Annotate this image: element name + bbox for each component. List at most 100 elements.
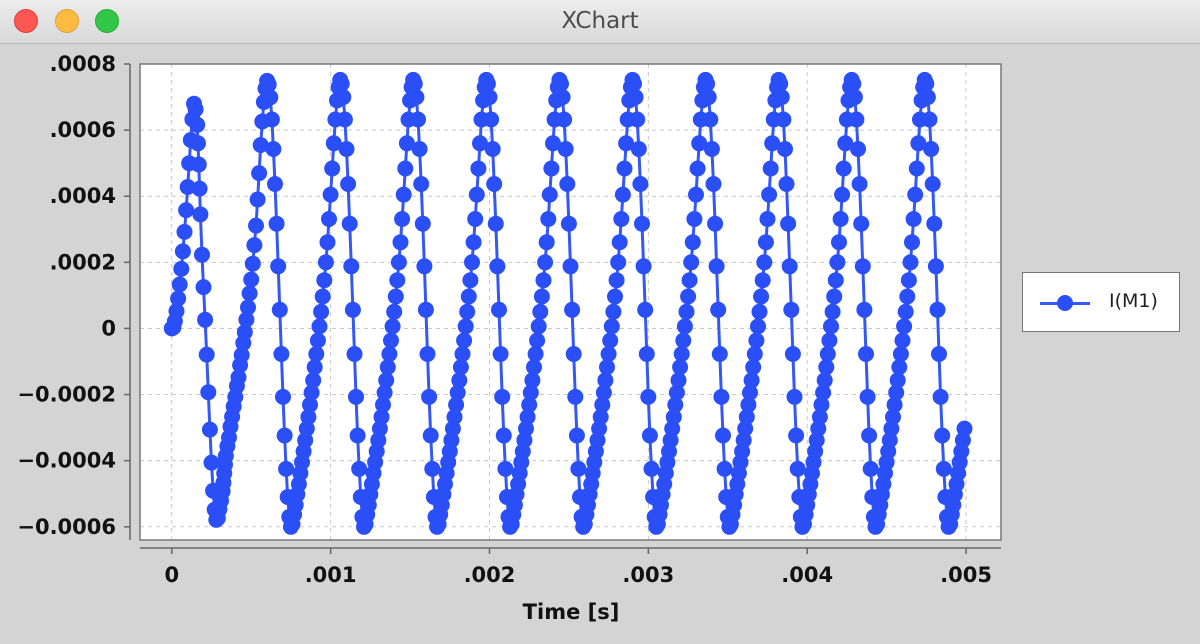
data-point (680, 288, 697, 305)
data-point (613, 211, 630, 227)
data-point (638, 346, 655, 362)
data-point (527, 346, 544, 362)
data-point (197, 311, 214, 328)
close-window-button[interactable] (14, 9, 38, 33)
y-axis-ticks: .0008 .0006 .0004 .0002 0 −0.0002 −0.0004 −0.00… (17, 52, 130, 539)
minimize-window-button[interactable] (55, 9, 79, 33)
data-point (672, 359, 689, 376)
data-point (676, 318, 693, 335)
data-point (395, 186, 412, 203)
data-point (899, 288, 916, 305)
data-point (897, 303, 914, 320)
data-point (681, 272, 698, 289)
data-point (560, 215, 577, 232)
data-point (756, 254, 773, 271)
data-point (238, 311, 255, 328)
data-point (192, 206, 209, 223)
data-point (349, 427, 366, 444)
data-point (521, 396, 538, 413)
data-point (524, 372, 541, 389)
data-point (892, 346, 909, 362)
data-point (827, 272, 844, 289)
data-point (378, 372, 395, 389)
data-point (325, 135, 342, 152)
data-point (567, 388, 584, 405)
data-point (351, 460, 368, 477)
data-point (745, 359, 762, 376)
data-point (910, 135, 927, 152)
data-point (564, 301, 581, 318)
data-point (896, 318, 913, 335)
data-point (699, 75, 716, 92)
data-point (611, 234, 628, 251)
data-point (772, 75, 789, 92)
data-point (410, 111, 426, 128)
data-point (735, 432, 752, 449)
data-point (459, 303, 476, 320)
x-tick-label-1: .001 (305, 563, 357, 587)
data-point (934, 427, 951, 444)
data-point (715, 427, 731, 444)
data-point (421, 388, 438, 405)
y-tick-label-0: .0008 (50, 52, 116, 76)
data-point (927, 258, 944, 275)
data-point (929, 301, 946, 318)
data-point (956, 420, 973, 437)
data-point (397, 160, 414, 177)
data-point (703, 141, 720, 157)
data-point (670, 372, 687, 389)
data-point (885, 409, 901, 425)
data-point (891, 359, 908, 376)
data-point (481, 89, 498, 106)
x-tick-label-2: .002 (464, 563, 516, 587)
data-point (468, 186, 485, 203)
data-point (902, 254, 919, 271)
data-point (251, 165, 268, 182)
data-point (900, 272, 917, 289)
data-point (246, 237, 263, 254)
data-point (201, 421, 218, 438)
data-point (854, 258, 871, 275)
data-point (540, 211, 557, 227)
data-point (276, 427, 293, 444)
data-point (346, 346, 363, 362)
data-point (333, 75, 350, 92)
data-point (541, 186, 558, 203)
line-chart: .0008 .0006 .0004 .0002 0 −0.0002 −0.0004 −0.00… (17, 52, 1002, 624)
data-point (748, 332, 765, 349)
data-point (194, 246, 210, 263)
data-point (278, 460, 295, 477)
data-point (853, 215, 870, 232)
data-point (240, 299, 256, 316)
data-point (751, 303, 768, 320)
data-point (387, 288, 404, 305)
data-point (888, 384, 905, 401)
data-point (597, 372, 614, 389)
data-point (931, 346, 947, 362)
data-point (848, 111, 865, 128)
x-tick-label-3: .003 (622, 563, 674, 587)
data-point (641, 427, 658, 444)
data-point (389, 272, 406, 289)
x-axis-ticks: 0 .001 .002 .003 .004 .005 (164, 548, 992, 587)
data-point (173, 260, 190, 277)
data-point (260, 76, 277, 93)
data-point (845, 75, 862, 92)
maximize-window-button[interactable] (95, 9, 119, 33)
data-point (815, 384, 832, 401)
data-point (424, 460, 441, 477)
y-tick-label-7: −0.0006 (17, 515, 116, 539)
data-point (414, 215, 431, 232)
data-point (319, 234, 336, 251)
data-point (529, 332, 546, 349)
data-point (262, 89, 279, 106)
data-point (594, 396, 611, 413)
data-point (324, 160, 341, 177)
data-point (789, 460, 806, 477)
data-point (603, 318, 620, 335)
chart-legend: I(M1) (1022, 272, 1180, 332)
data-point (252, 137, 269, 153)
y-tick-label-6: −0.0004 (17, 449, 116, 473)
data-point (684, 234, 701, 251)
data-point (788, 427, 805, 444)
